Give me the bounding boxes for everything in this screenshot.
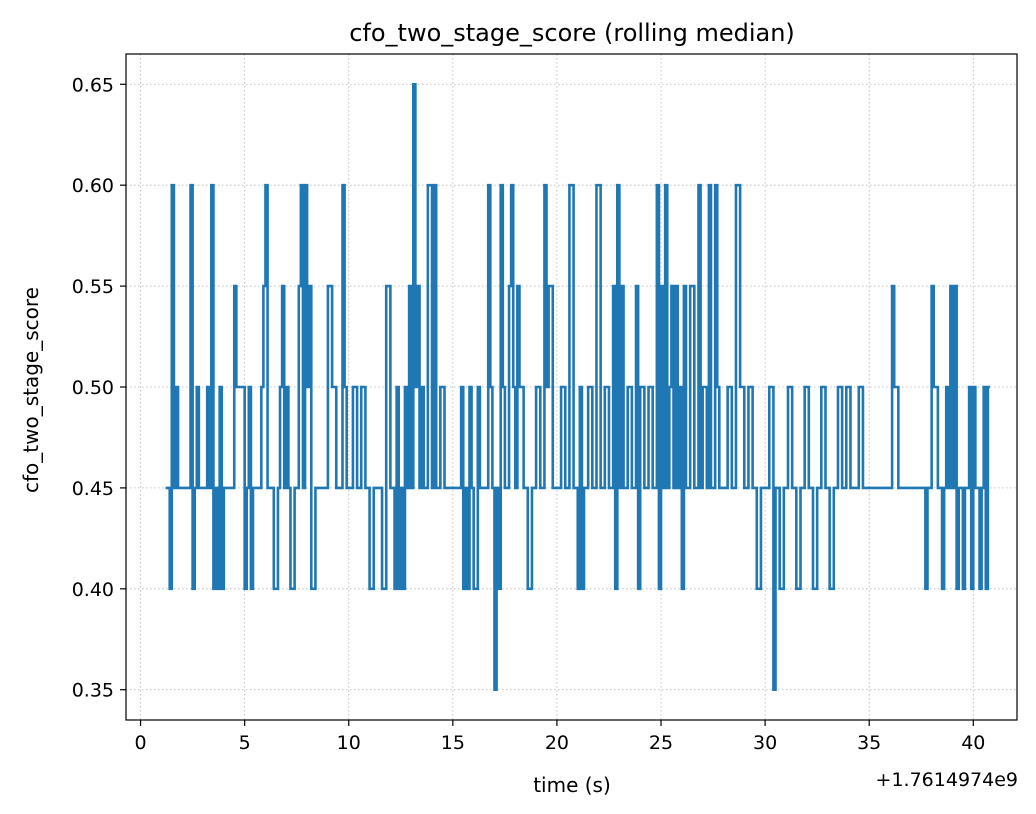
y-tick-label-2: 0.45 [72, 478, 114, 500]
y-tick-label-6: 0.65 [72, 74, 114, 96]
x-tick-label-5: 25 [649, 732, 673, 754]
x-tick-label-6: 30 [753, 732, 777, 754]
y-tick-label-4: 0.55 [72, 276, 114, 298]
x-tick-label-2: 10 [337, 732, 361, 754]
chart-title: cfo_two_stage_score (rolling median) [349, 19, 795, 47]
x-tick-label-1: 5 [239, 732, 251, 754]
x-axis-ticks: 0 5 10 15 20 25 30 35 40 [135, 720, 985, 754]
y-axis-ticks: 0.35 0.40 0.45 0.50 0.55 0.60 0.65 [72, 74, 126, 702]
x-axis-offset-label: +1.7614974e9 [876, 769, 1018, 791]
x-tick-label-8: 40 [961, 732, 985, 754]
y-tick-label-5: 0.60 [72, 175, 114, 197]
series-line-0 [165, 82, 990, 692]
x-tick-label-7: 35 [857, 732, 881, 754]
y-tick-label-1: 0.40 [72, 579, 114, 601]
y-tick-label-3: 0.50 [72, 377, 114, 399]
x-tick-label-3: 15 [441, 732, 465, 754]
y-tick-label-0: 0.35 [72, 680, 114, 702]
data-line [165, 82, 990, 692]
x-tick-label-4: 20 [545, 732, 569, 754]
x-tick-label-0: 0 [135, 732, 147, 754]
y-axis-label: cfo_two_stage_score [19, 287, 43, 493]
x-axis-label: time (s) [533, 773, 611, 797]
